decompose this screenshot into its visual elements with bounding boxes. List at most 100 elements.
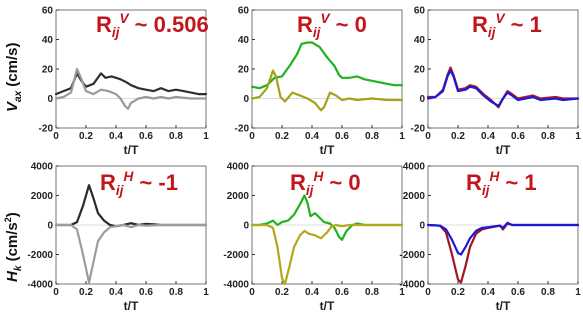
y-axis-label-top: Vax (cm/s) [4,43,24,113]
correlation-annotation: RijH ~ 0 [290,169,361,198]
series-line-2 [426,69,580,107]
plot-frame [251,9,403,129]
y-tick-label: 2000 [403,191,426,202]
x-tick-label: 0.2 [451,131,465,142]
series-line-2 [54,67,208,110]
x-tick-label: 0.6 [335,287,349,298]
y-tick-label: 0 [243,221,249,232]
y-tick-label: 2000 [227,191,250,202]
series-line-2 [426,221,580,256]
y-tick-label: 40 [42,35,54,46]
correlation-annotation: RijV ~ 0 [297,11,367,40]
x-tick-label: 1 [399,131,405,142]
x-axis-label: t/T [124,143,139,157]
y-tick-label: -20 [39,124,54,135]
x-tick-label: 0 [249,287,255,298]
series-line-2 [54,223,208,284]
y-tick-label: 4000 [31,162,54,173]
y-tick-label: -4000 [399,280,425,291]
y-tick-label: 2000 [31,191,54,202]
y-tick-label: -4000 [223,280,249,291]
x-tick-label: 0.2 [275,131,289,142]
y-tick-label: -2000 [399,250,425,261]
series-line-2 [250,69,404,112]
y-tick-label: 40 [414,35,426,46]
y-tick-label: -4000 [27,280,53,291]
x-tick-label: 0.4 [481,131,495,142]
x-tick-label: 1 [575,131,581,142]
correlation-annotation: RijH ~ 1 [466,169,537,198]
x-tick-label: 1 [399,287,405,298]
y-axis-label-bottom: Hk (cm/s2) [3,212,24,282]
x-tick-label: 0.4 [481,287,495,298]
x-axis-label: t/T [496,299,511,313]
series-line-2 [250,223,404,286]
x-tick-label: 0.2 [451,287,465,298]
x-tick-label: 0.8 [169,287,183,298]
correlation-annotation: RijV ~ 1 [472,11,542,40]
series-line-1 [426,222,580,284]
x-tick-label: 0.4 [305,287,319,298]
y-tick-label: 0 [243,94,249,105]
y-tick-label: 60 [414,6,426,17]
x-tick-label: 0.6 [511,131,525,142]
y-tick-label: -2000 [223,250,249,261]
x-tick-label: 0.6 [335,131,349,142]
y-tick-label: 20 [414,65,426,76]
correlation-annotation: RijH ~ -1 [100,169,178,198]
y-tick-label: 0 [419,221,425,232]
x-tick-label: 0 [249,131,255,142]
x-tick-label: 1 [575,287,581,298]
y-tick-label: -20 [411,124,426,135]
x-tick-label: 0.8 [365,287,379,298]
x-tick-label: 0.2 [275,287,289,298]
x-tick-label: 0.4 [109,287,123,298]
x-tick-label: 1 [203,131,209,142]
y-tick-label: 60 [42,6,54,17]
x-tick-label: 0.8 [541,131,555,142]
x-tick-label: 0.8 [169,131,183,142]
series-line-1 [250,194,404,241]
y-tick-label: 4000 [227,162,250,173]
series-line-1 [426,66,580,109]
x-tick-label: 1 [203,287,209,298]
y-tick-label: 60 [238,6,250,17]
y-tick-label: -2000 [27,250,53,261]
x-tick-label: 0.4 [305,131,319,142]
y-tick-label: 20 [42,65,54,76]
y-tick-label: 0 [47,94,53,105]
x-tick-label: 0 [425,131,431,142]
y-tick-label: 0 [47,221,53,232]
x-tick-label: 0.2 [79,131,93,142]
x-tick-label: 0.8 [365,131,379,142]
y-tick-label: 20 [238,65,250,76]
y-tick-label: 4000 [403,162,426,173]
x-tick-label: 0 [53,287,59,298]
y-tick-label: 40 [238,35,250,46]
x-tick-label: 0.2 [79,287,93,298]
y-tick-label: -20 [235,124,250,135]
x-tick-label: 0.8 [541,287,555,298]
correlation-annotation: RijV ~ 0.506 [96,11,209,40]
series-line-1 [250,41,404,90]
x-tick-label: 0.6 [139,287,153,298]
x-axis-label: t/T [320,299,335,313]
series-line-1 [54,184,208,228]
x-axis-label: t/T [124,299,139,313]
x-tick-label: 0 [425,287,431,298]
y-tick-label: 0 [419,94,425,105]
x-axis-label: t/T [496,143,511,157]
x-axis-label: t/T [320,143,335,157]
series-line-1 [54,72,208,96]
x-tick-label: 0.4 [109,131,123,142]
x-tick-label: 0.6 [511,287,525,298]
x-tick-label: 0.6 [139,131,153,142]
x-tick-label: 0 [53,131,59,142]
